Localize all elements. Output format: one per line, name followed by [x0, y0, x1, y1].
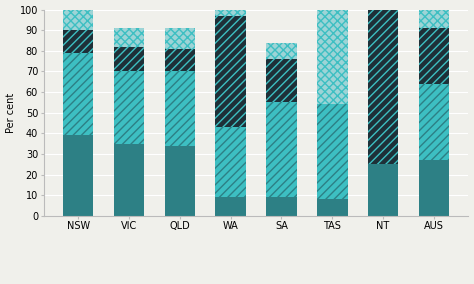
Bar [215, 197, 246, 216]
Bar [368, 164, 398, 216]
Bar [266, 43, 297, 59]
Bar [419, 28, 449, 84]
Bar [368, 10, 398, 164]
Bar [266, 103, 297, 197]
Bar [63, 53, 93, 135]
Bar [317, 105, 347, 199]
Bar [114, 144, 144, 216]
Bar [164, 28, 195, 49]
Bar [164, 72, 195, 146]
Bar [215, 10, 246, 16]
Bar [317, 10, 347, 105]
Bar [266, 197, 297, 216]
Bar [63, 135, 93, 216]
Bar [63, 30, 93, 53]
Bar [419, 84, 449, 160]
Bar [114, 47, 144, 72]
Legend: Renewables, Gas, Oil, Coal: Renewables, Gas, Oil, Coal [165, 282, 346, 284]
Bar [164, 146, 195, 216]
Y-axis label: Per cent: Per cent [6, 93, 16, 133]
Bar [266, 59, 297, 103]
Bar [114, 72, 144, 144]
Bar [164, 49, 195, 72]
Bar [215, 16, 246, 127]
Bar [419, 160, 449, 216]
Bar [63, 10, 93, 30]
Bar [215, 127, 246, 197]
Bar [419, 10, 449, 28]
Bar [114, 28, 144, 47]
Bar [317, 199, 347, 216]
